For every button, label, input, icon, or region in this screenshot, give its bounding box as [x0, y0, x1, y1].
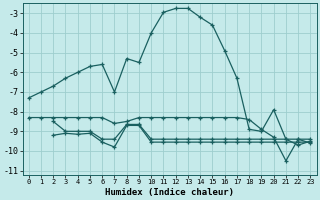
X-axis label: Humidex (Indice chaleur): Humidex (Indice chaleur) [105, 188, 234, 197]
